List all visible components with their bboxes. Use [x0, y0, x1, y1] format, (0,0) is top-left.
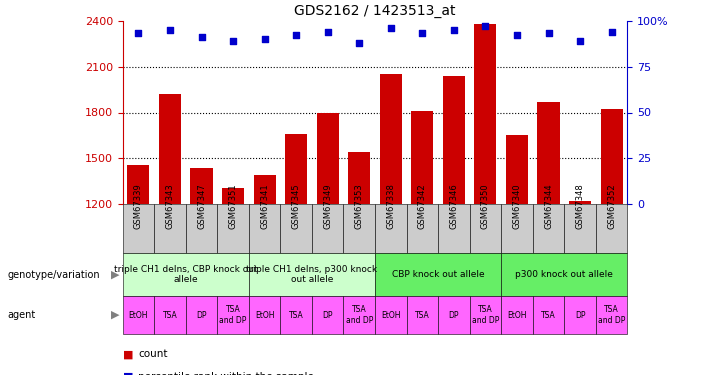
Text: GSM67343: GSM67343 — [165, 183, 175, 229]
Bar — [569, 201, 591, 204]
Point — [322, 28, 334, 34]
Text: EtOH: EtOH — [508, 310, 526, 320]
Text: CBP knock out allele: CBP knock out allele — [392, 270, 484, 279]
Text: ▶: ▶ — [111, 270, 119, 280]
Text: count: count — [138, 350, 168, 359]
Bar — [475, 24, 496, 204]
Text: GSM67338: GSM67338 — [386, 183, 395, 229]
Bar — [380, 74, 402, 204]
Point — [291, 32, 302, 38]
Text: ▶: ▶ — [111, 310, 119, 320]
Point — [227, 38, 238, 44]
Bar — [159, 94, 181, 204]
Point — [132, 30, 144, 36]
Point — [543, 30, 554, 36]
Text: GSM67342: GSM67342 — [418, 183, 427, 229]
Bar — [348, 152, 370, 204]
Point — [606, 28, 617, 34]
Text: triple CH1 delns, p300 knock
out allele: triple CH1 delns, p300 knock out allele — [246, 265, 378, 284]
Point — [416, 30, 428, 36]
Text: DP: DP — [196, 310, 207, 320]
Point — [479, 23, 491, 29]
Text: EtOH: EtOH — [255, 310, 274, 320]
Text: EtOH: EtOH — [129, 310, 148, 320]
Point — [575, 38, 586, 44]
Text: GSM67351: GSM67351 — [229, 183, 238, 229]
Text: genotype/variation: genotype/variation — [7, 270, 100, 280]
Text: DP: DP — [322, 310, 333, 320]
Text: percentile rank within the sample: percentile rank within the sample — [138, 372, 314, 375]
Point — [511, 32, 522, 38]
Text: GSM67352: GSM67352 — [607, 183, 616, 229]
Text: TSA
and DP: TSA and DP — [219, 305, 247, 325]
Bar — [254, 175, 275, 204]
Text: TSA
and DP: TSA and DP — [346, 305, 373, 325]
Text: EtOH: EtOH — [381, 310, 400, 320]
Text: GSM67345: GSM67345 — [292, 183, 301, 229]
Text: TSA
and DP: TSA and DP — [472, 305, 499, 325]
Text: GSM67350: GSM67350 — [481, 183, 490, 229]
Text: ■: ■ — [123, 372, 133, 375]
Text: TSA: TSA — [289, 310, 304, 320]
Text: TSA: TSA — [415, 310, 430, 320]
Text: GSM67347: GSM67347 — [197, 183, 206, 229]
Bar — [506, 135, 528, 204]
Bar — [285, 134, 307, 204]
Point — [259, 36, 271, 42]
Point — [449, 27, 460, 33]
Text: ■: ■ — [123, 350, 133, 359]
Text: DP: DP — [575, 310, 585, 320]
Text: GSM67349: GSM67349 — [323, 183, 332, 229]
Text: GSM67339: GSM67339 — [134, 183, 143, 229]
Text: triple CH1 delns, CBP knock out
allele: triple CH1 delns, CBP knock out allele — [114, 265, 257, 284]
Text: TSA
and DP: TSA and DP — [598, 305, 625, 325]
Bar — [191, 168, 212, 204]
Bar — [128, 165, 149, 204]
Text: p300 knock out allele: p300 knock out allele — [515, 270, 613, 279]
Bar — [317, 112, 339, 204]
Bar — [443, 76, 465, 204]
Point — [353, 40, 365, 46]
Point — [386, 25, 397, 31]
Bar — [222, 188, 244, 204]
Title: GDS2162 / 1423513_at: GDS2162 / 1423513_at — [294, 4, 456, 18]
Text: GSM67346: GSM67346 — [449, 183, 458, 229]
Text: TSA: TSA — [163, 310, 177, 320]
Text: agent: agent — [7, 310, 35, 320]
Point — [164, 27, 175, 33]
Text: GSM67353: GSM67353 — [355, 183, 364, 229]
Text: DP: DP — [449, 310, 459, 320]
Text: GSM67348: GSM67348 — [576, 183, 585, 229]
Text: TSA: TSA — [541, 310, 556, 320]
Text: GSM67340: GSM67340 — [512, 183, 522, 229]
Point — [196, 34, 207, 40]
Text: GSM67341: GSM67341 — [260, 183, 269, 229]
Bar — [601, 110, 622, 204]
Text: GSM67344: GSM67344 — [544, 183, 553, 229]
Bar — [538, 102, 559, 204]
Bar — [411, 111, 433, 204]
